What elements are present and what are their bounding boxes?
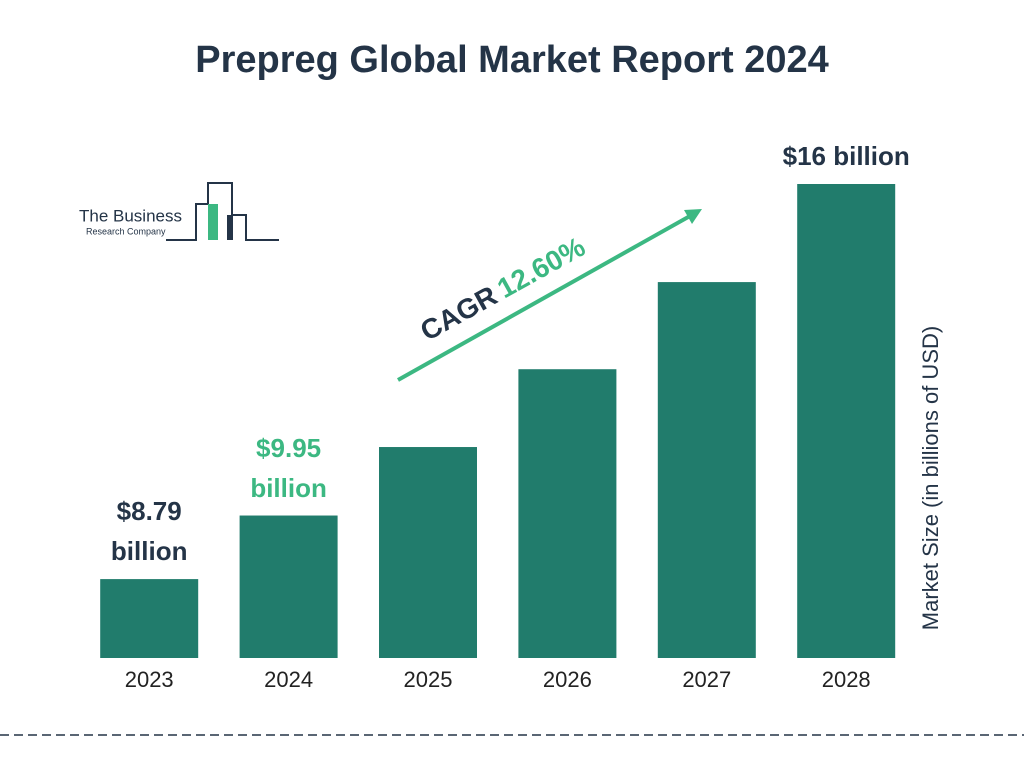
- x-tick-label: 2024: [264, 667, 313, 692]
- chart-title: Prepreg Global Market Report 2024: [195, 39, 829, 81]
- bar: [797, 184, 896, 658]
- bar: [239, 515, 338, 658]
- logo-bar: [208, 204, 218, 240]
- cagr-arrowhead: [684, 209, 702, 224]
- cagr-value: 12.60%: [492, 231, 590, 304]
- bar: [379, 447, 477, 658]
- value-label: $8.79 billion: [110, 496, 188, 567]
- bar: [657, 282, 756, 658]
- x-tick-label: 2027: [682, 667, 731, 692]
- logo-bar: [227, 215, 233, 240]
- y-axis-label: Market Size (in billions of USD): [918, 326, 943, 630]
- logo-text: The Business: [79, 206, 182, 225]
- logo-subtext: Research Company: [86, 226, 166, 236]
- x-tick-label: 2023: [125, 667, 174, 692]
- x-tick-label: 2026: [543, 667, 592, 692]
- value-label: $16 billion: [782, 141, 910, 171]
- value-label: $9.95 billion: [250, 432, 327, 503]
- x-tick-label: 2025: [404, 667, 453, 692]
- cagr-label: CAGR: [415, 280, 502, 347]
- logo-outline: [166, 182, 279, 241]
- x-tick-label: 2028: [822, 667, 871, 692]
- cagr-arrow: [397, 214, 691, 382]
- bar: [518, 369, 617, 658]
- bar: [100, 579, 199, 658]
- logo: The Business Research Company: [79, 182, 279, 241]
